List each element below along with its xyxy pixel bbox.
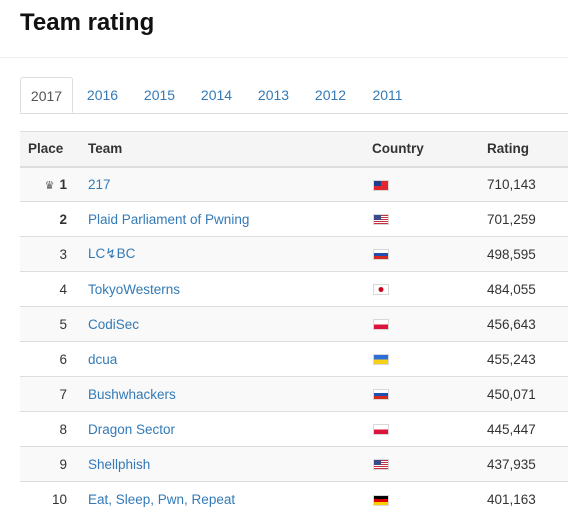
place-cell: 7 xyxy=(20,376,87,412)
place-number: 1 xyxy=(59,176,67,192)
team-cell: Eat, Sleep, Pwn, Repeat xyxy=(87,481,372,517)
country-cell xyxy=(372,341,487,377)
place-cell: 3 xyxy=(20,236,87,272)
germany-flag-icon xyxy=(373,494,389,506)
place-cell: 4 xyxy=(20,271,87,307)
rating-cell: 710,143 xyxy=(487,166,568,202)
place-cell: 2 xyxy=(20,201,87,237)
country-cell xyxy=(372,271,487,307)
tab-2012[interactable]: 2012 xyxy=(314,87,347,103)
country-cell xyxy=(372,481,487,517)
tab-2015[interactable]: 2015 xyxy=(143,87,176,103)
place-cell: 5 xyxy=(20,306,87,342)
tab-2017[interactable]: 2017 xyxy=(20,77,73,113)
country-cell xyxy=(372,166,487,202)
table-row: 2 Plaid Parliament of Pwning 701,259 xyxy=(20,201,568,237)
place-cell: ♛ 1 xyxy=(20,166,87,202)
rating-cell: 456,643 xyxy=(487,306,568,342)
team-link[interactable]: Eat, Sleep, Pwn, Repeat xyxy=(88,491,236,507)
team-link[interactable]: LC↯BC xyxy=(88,246,136,261)
ukraine-flag-icon xyxy=(373,354,389,366)
tab-2013[interactable]: 2013 xyxy=(257,87,290,103)
usa-flag-icon xyxy=(373,459,389,471)
country-cell xyxy=(372,306,487,342)
team-link[interactable]: Shellphish xyxy=(88,456,151,472)
rating-cell: 484,055 xyxy=(487,271,568,307)
tab-2014[interactable]: 2014 xyxy=(200,87,233,103)
taiwan-flag-icon xyxy=(373,179,389,191)
team-cell: Bushwhackers xyxy=(87,376,372,412)
team-link[interactable]: 217 xyxy=(88,176,111,192)
country-cell xyxy=(372,446,487,482)
usa-flag-icon xyxy=(373,214,389,226)
rating-cell: 498,595 xyxy=(487,236,568,272)
team-cell: Plaid Parliament of Pwning xyxy=(87,201,372,237)
team-link[interactable]: dcua xyxy=(88,351,118,367)
place-number: 2 xyxy=(59,211,67,227)
year-tabs: 2017 2016 2015 2014 2013 2012 2011 xyxy=(20,77,568,114)
rating-cell: 437,935 xyxy=(487,446,568,482)
team-link[interactable]: Bushwhackers xyxy=(88,386,176,402)
page-title: Team rating xyxy=(20,9,155,36)
poland-flag-icon xyxy=(373,319,389,331)
team-cell: LC↯BC xyxy=(87,236,372,272)
team-link[interactable]: TokyoWesterns xyxy=(88,281,181,297)
tab-2016[interactable]: 2016 xyxy=(86,87,119,103)
team-cell: TokyoWesterns xyxy=(87,271,372,307)
column-header-team[interactable]: Team xyxy=(87,131,372,168)
place-cell: 9 xyxy=(20,446,87,482)
table-row: 10 Eat, Sleep, Pwn, Repeat 401,163 xyxy=(20,481,568,517)
russia-flag-icon xyxy=(373,389,389,401)
country-cell xyxy=(372,411,487,447)
rating-cell: 455,243 xyxy=(487,341,568,377)
rating-cell: 401,163 xyxy=(487,481,568,517)
column-header-place[interactable]: Place xyxy=(20,131,87,168)
place-cell: 8 xyxy=(20,411,87,447)
place-cell: 10 xyxy=(20,481,87,517)
japan-flag-icon xyxy=(373,284,389,296)
column-header-country[interactable]: Country xyxy=(372,131,487,168)
rating-cell: 450,071 xyxy=(487,376,568,412)
team-link[interactable]: Plaid Parliament of Pwning xyxy=(88,211,250,227)
team-cell: Shellphish xyxy=(87,446,372,482)
country-cell xyxy=(372,376,487,412)
tab-2011[interactable]: 2011 xyxy=(372,87,403,103)
table-row: 9 Shellphish 437,935 xyxy=(20,446,568,482)
team-cell: CodiSec xyxy=(87,306,372,342)
table-row: 6 dcua 455,243 xyxy=(20,341,568,377)
title-divider xyxy=(0,57,568,58)
table-row: 8 Dragon Sector 445,447 xyxy=(20,411,568,447)
place-cell: 6 xyxy=(20,341,87,377)
team-cell: Dragon Sector xyxy=(87,411,372,447)
table-row: ♛ 1 217 710,143 xyxy=(20,166,568,202)
team-link[interactable]: CodiSec xyxy=(88,316,140,332)
country-cell xyxy=(372,236,487,272)
poland-flag-icon xyxy=(373,424,389,436)
rating-cell: 445,447 xyxy=(487,411,568,447)
table-row: 5 CodiSec 456,643 xyxy=(20,306,568,342)
crown-icon: ♛ xyxy=(44,179,55,192)
rating-cell: 701,259 xyxy=(487,201,568,237)
column-header-rating[interactable]: Rating xyxy=(487,131,568,168)
team-rating-table: Place Team Country Rating ♛ 1 217 710,143… xyxy=(20,131,568,517)
table-header-row: Place Team Country Rating xyxy=(20,131,568,168)
table-row: 3 LC↯BC 498,595 xyxy=(20,236,568,272)
table-row: 4 TokyoWesterns 484,055 xyxy=(20,271,568,307)
team-link[interactable]: Dragon Sector xyxy=(88,421,176,437)
table-row: 7 Bushwhackers 450,071 xyxy=(20,376,568,412)
team-cell: 217 xyxy=(87,166,372,202)
russia-flag-icon xyxy=(373,249,389,261)
team-cell: dcua xyxy=(87,341,372,377)
country-cell xyxy=(372,201,487,237)
